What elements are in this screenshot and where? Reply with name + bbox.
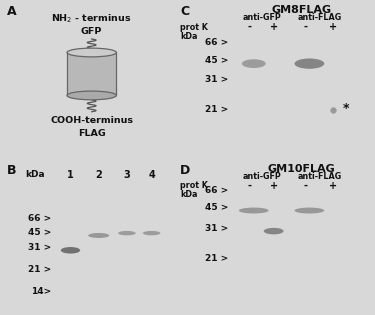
Text: 66 >: 66 > [205, 186, 228, 195]
Ellipse shape [88, 233, 109, 238]
Ellipse shape [294, 59, 324, 69]
Text: FLAG: FLAG [78, 129, 105, 138]
Text: kDa: kDa [26, 170, 45, 179]
Text: prot K: prot K [180, 181, 208, 190]
Text: 3: 3 [123, 170, 130, 180]
Text: C: C [180, 5, 189, 18]
Ellipse shape [118, 231, 136, 235]
Text: 1: 1 [67, 170, 74, 180]
Text: 31 >: 31 > [205, 224, 228, 233]
Text: anti-GFP: anti-GFP [242, 172, 281, 181]
Text: +: + [270, 180, 278, 191]
Ellipse shape [264, 228, 284, 234]
Ellipse shape [242, 59, 266, 68]
Text: 45 >: 45 > [28, 228, 51, 237]
Text: *: * [343, 102, 350, 116]
Text: +: + [329, 22, 338, 32]
Text: NH$_2$ - terminus: NH$_2$ - terminus [51, 13, 132, 25]
Text: -: - [303, 180, 307, 191]
Ellipse shape [67, 91, 116, 100]
Ellipse shape [239, 208, 268, 214]
Text: GM8FLAG: GM8FLAG [272, 5, 332, 15]
Bar [67, 53, 116, 95]
Ellipse shape [143, 231, 160, 235]
Text: 45 >: 45 > [204, 56, 228, 65]
Ellipse shape [67, 48, 116, 57]
Text: prot K: prot K [180, 23, 208, 32]
Text: anti-GFP: anti-GFP [242, 13, 281, 22]
Text: -: - [248, 22, 252, 32]
Text: GFP: GFP [81, 27, 102, 36]
Text: GM10FLAG: GM10FLAG [268, 164, 335, 174]
Text: B: B [7, 164, 16, 177]
Text: +: + [270, 22, 278, 32]
Text: 4: 4 [148, 170, 155, 180]
Text: COOH-terminus: COOH-terminus [50, 117, 133, 125]
Text: 14>: 14> [31, 287, 51, 296]
Text: 66 >: 66 > [205, 38, 228, 48]
Text: 21 >: 21 > [205, 105, 228, 114]
Text: 2: 2 [95, 170, 102, 180]
Text: anti-FLAG: anti-FLAG [297, 13, 342, 22]
Ellipse shape [61, 247, 80, 254]
Text: D: D [180, 164, 190, 177]
Text: 45 >: 45 > [204, 203, 228, 212]
Text: anti-FLAG: anti-FLAG [297, 172, 342, 181]
Text: -: - [303, 22, 307, 32]
Text: A: A [7, 5, 16, 18]
Text: -: - [248, 180, 252, 191]
Text: kDa: kDa [180, 191, 198, 199]
Text: 66 >: 66 > [28, 214, 51, 223]
Text: 21 >: 21 > [205, 255, 228, 263]
Text: 31 >: 31 > [205, 75, 228, 84]
Ellipse shape [294, 208, 324, 214]
Text: 21 >: 21 > [28, 265, 51, 274]
Text: kDa: kDa [180, 32, 198, 41]
Text: 31 >: 31 > [28, 243, 51, 252]
Text: +: + [329, 180, 338, 191]
